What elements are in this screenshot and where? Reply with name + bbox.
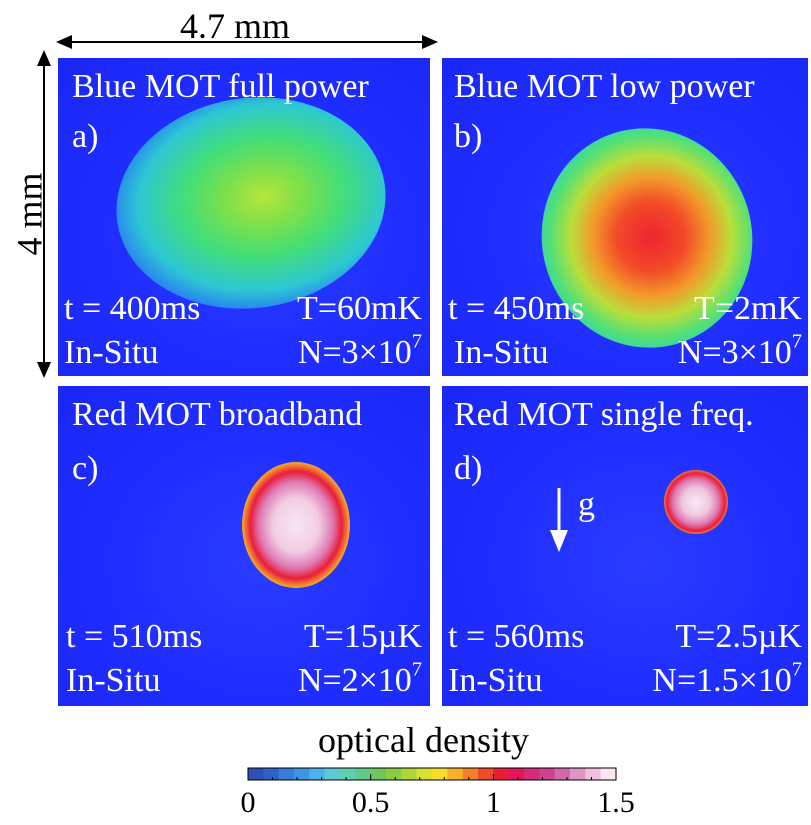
colorbar-segment — [355, 768, 372, 780]
panel-time-c: t = 510ms — [66, 618, 203, 655]
colorbar-tick-label: 0 — [240, 786, 256, 819]
panel-label-d: d) — [454, 450, 483, 487]
colorbar-segment — [248, 768, 264, 780]
panel-label-b: b) — [454, 118, 483, 155]
colorbar-segment — [416, 768, 433, 780]
colorbar-segment — [508, 768, 525, 780]
colorbar-segment — [386, 768, 402, 780]
atom-cloud-c — [242, 462, 350, 588]
panel-number-b: N=3×107 — [677, 330, 802, 371]
panel-number-c: N=2×107 — [297, 658, 422, 699]
colorbar-tick-label: 1 — [485, 786, 501, 819]
panel-temperature-b: T=2mK — [694, 290, 802, 327]
panel-title-b: Blue MOT low power — [454, 68, 755, 105]
gravity-label: g — [578, 486, 595, 523]
panel-time-b: t = 450ms — [448, 290, 585, 327]
panel-number-a: N=3×107 — [297, 330, 422, 371]
colorbar-segment — [278, 768, 295, 780]
panel-mode-d: In-Situ — [448, 662, 543, 699]
atom-cloud-b — [517, 104, 777, 372]
colorbar-segment — [294, 768, 310, 780]
colorbar-label: optical density — [318, 720, 529, 760]
colorbar-segment — [432, 768, 448, 780]
colorbar-segment — [401, 768, 418, 780]
panel-time-d: t = 560ms — [448, 618, 585, 655]
panel-d: Red MOT single freq. d) g t = 560ms T=2.… — [442, 386, 808, 706]
colorbar-tick-label: 0.5 — [351, 786, 390, 819]
width-label: 4.7 mm — [180, 6, 291, 46]
panel-temperature-c: T=15µK — [303, 618, 422, 655]
colorbar-segment — [324, 768, 341, 780]
panel-mode-c: In-Situ — [66, 662, 161, 699]
colorbar-segment — [340, 768, 356, 780]
colorbar-segment — [462, 768, 479, 780]
colorbar-segment — [478, 768, 494, 780]
panel-title-d: Red MOT single freq. — [454, 396, 754, 433]
panel-mode-b: In-Situ — [454, 334, 549, 371]
panel-title-a: Blue MOT full power — [72, 68, 369, 105]
colorbar-segment — [600, 768, 617, 780]
gravity-arrow-icon — [550, 488, 568, 552]
panel-label-a: a) — [72, 118, 99, 155]
panel-temperature-a: T=60mK — [297, 290, 422, 327]
panel-c: Red MOT broadband c) t = 510ms T=15µK In… — [58, 386, 430, 706]
panel-label-c: c) — [72, 450, 99, 487]
panel-mode-a: In-Situ — [64, 334, 159, 371]
colorbar-segment — [585, 768, 602, 780]
colorbar-segment — [263, 768, 280, 780]
panel-number-d: N=1.5×107 — [652, 658, 802, 699]
colorbar-segment — [493, 768, 510, 780]
colorbar-segment — [570, 768, 586, 780]
colorbar-segment — [370, 768, 387, 780]
colorbar-segment — [539, 768, 556, 780]
panel-temperature-d: T=2.5µK — [675, 618, 802, 655]
colorbar-segment — [447, 768, 464, 780]
colorbar-segment — [309, 768, 326, 780]
panel-title-c: Red MOT broadband — [72, 396, 363, 433]
colorbar-segment — [554, 768, 571, 780]
height-label: 4 mm — [9, 172, 50, 256]
panel-a: Blue MOT full power a) t = 400ms T=60mK … — [58, 58, 430, 376]
atom-cloud-a — [102, 80, 400, 326]
colorbar-segment — [524, 768, 540, 780]
panel-b: Blue MOT low power b) t = 450ms T=2mK In… — [442, 58, 808, 376]
panel-time-a: t = 400ms — [64, 290, 201, 327]
atom-cloud-d — [664, 470, 728, 534]
colorbar-border — [247, 767, 617, 781]
colorbar-tick-label: 1.5 — [597, 786, 635, 819]
